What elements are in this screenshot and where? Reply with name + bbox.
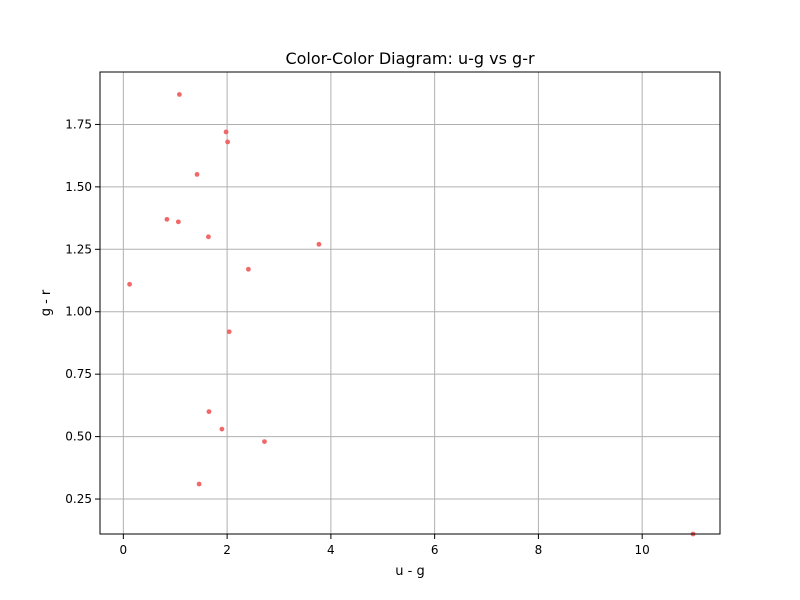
y-tick-label: 1.00 bbox=[65, 305, 92, 319]
x-tick-label: 4 bbox=[327, 543, 335, 557]
data-point bbox=[245, 266, 251, 272]
data-point bbox=[127, 281, 132, 287]
data-point bbox=[164, 216, 170, 222]
data-point bbox=[225, 139, 231, 145]
data-point bbox=[194, 171, 200, 177]
x-tick-label: 10 bbox=[635, 543, 650, 557]
grid-layer bbox=[100, 72, 720, 534]
points-layer bbox=[127, 92, 696, 537]
data-point bbox=[219, 426, 225, 432]
x-tick-label: 6 bbox=[431, 543, 439, 557]
ticks-layer: 0 2 4 6 8 10 0.25 0.50 0.75 1.00 1.25 1.50 1.75 bbox=[65, 117, 650, 557]
data-point bbox=[175, 219, 181, 225]
data-point bbox=[196, 481, 202, 487]
data-point bbox=[316, 241, 322, 247]
data-point bbox=[262, 439, 267, 444]
y-tick-label: 0.25 bbox=[65, 492, 92, 506]
data-point bbox=[226, 329, 232, 335]
data-point bbox=[176, 92, 182, 97]
x-tick-label: 8 bbox=[535, 543, 543, 557]
plot-frame bbox=[99, 71, 721, 535]
x-tick-label: 0 bbox=[120, 543, 128, 557]
y-tick-label: 1.25 bbox=[65, 242, 92, 256]
y-tick-label: 0.50 bbox=[65, 430, 92, 444]
y-tick-label: 0.75 bbox=[65, 367, 92, 381]
y-tick-label: 1.50 bbox=[65, 180, 92, 194]
y-axis-label: g - r bbox=[39, 289, 54, 316]
data-point bbox=[206, 409, 212, 415]
data-point bbox=[223, 129, 229, 135]
chart-title: Color-Color Diagram: u-g vs g-r bbox=[285, 49, 535, 68]
y-tick-label: 1.75 bbox=[65, 117, 92, 131]
x-axis-label: u - g bbox=[395, 564, 424, 579]
x-tick-label: 2 bbox=[223, 543, 231, 557]
data-point bbox=[206, 234, 211, 240]
